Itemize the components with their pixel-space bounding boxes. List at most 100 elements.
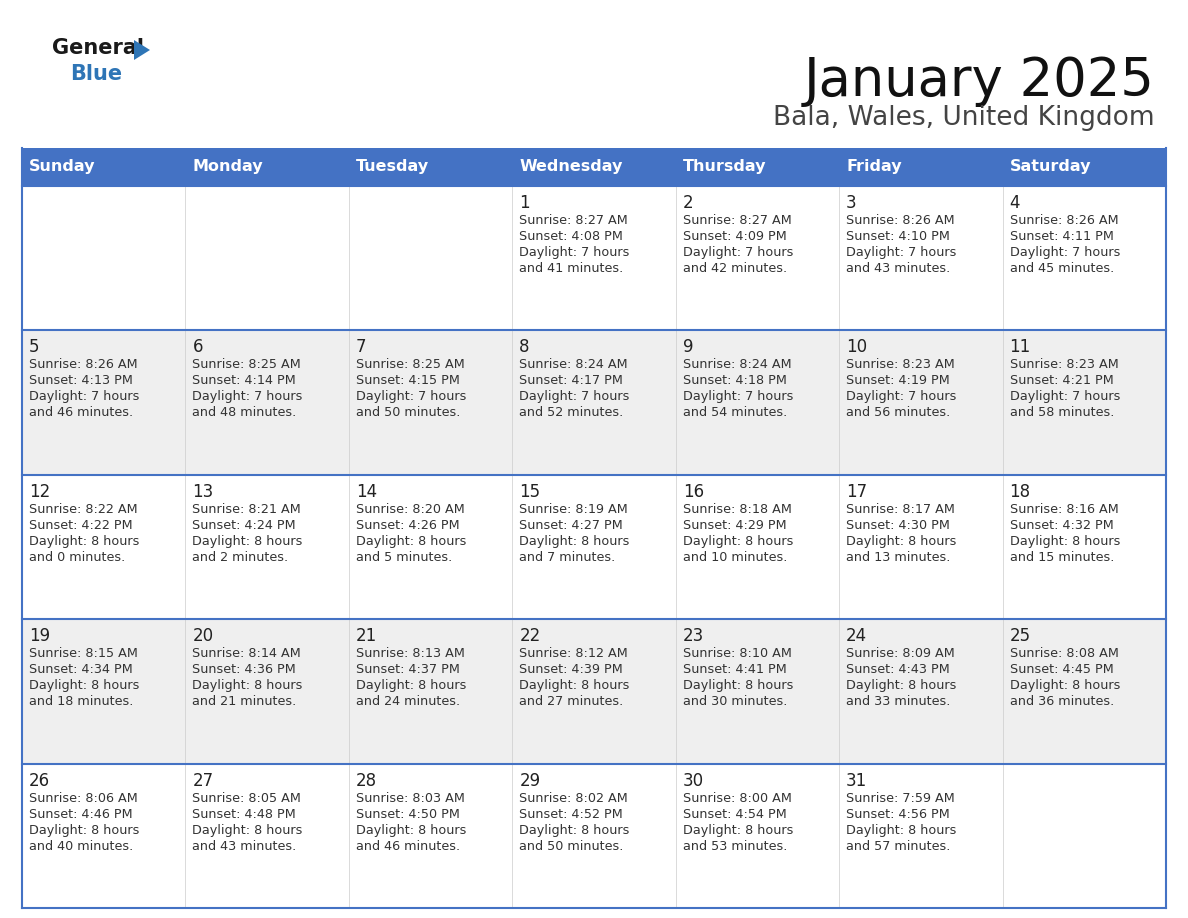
Bar [512,148,676,186]
Text: Sunrise: 8:09 AM: Sunrise: 8:09 AM [846,647,955,660]
Bar [185,186,349,330]
Bar [349,620,512,764]
Text: Daylight: 8 hours: Daylight: 8 hours [356,823,466,836]
Bar [185,620,349,764]
Text: Thursday: Thursday [683,160,766,174]
Text: 1: 1 [519,194,530,212]
Text: and 27 minutes.: and 27 minutes. [519,695,624,708]
Text: 3: 3 [846,194,857,212]
Text: Daylight: 8 hours: Daylight: 8 hours [29,535,139,548]
Text: and 33 minutes.: and 33 minutes. [846,695,950,708]
Text: and 41 minutes.: and 41 minutes. [519,262,624,275]
Text: and 43 minutes.: and 43 minutes. [192,840,297,853]
Text: Daylight: 8 hours: Daylight: 8 hours [683,679,794,692]
Text: Sunset: 4:45 PM: Sunset: 4:45 PM [1010,663,1113,677]
Text: and 0 minutes.: and 0 minutes. [29,551,125,564]
Bar [349,330,512,475]
Text: Sunrise: 8:10 AM: Sunrise: 8:10 AM [683,647,791,660]
Bar [512,475,676,620]
Text: and 5 minutes.: and 5 minutes. [356,551,453,564]
Text: Sunrise: 8:13 AM: Sunrise: 8:13 AM [356,647,465,660]
Text: Sunrise: 8:16 AM: Sunrise: 8:16 AM [1010,503,1118,516]
Text: Daylight: 8 hours: Daylight: 8 hours [29,823,139,836]
Text: Tuesday: Tuesday [356,160,429,174]
Text: Daylight: 8 hours: Daylight: 8 hours [192,679,303,692]
Bar [185,764,349,908]
Bar [349,186,512,330]
Text: Blue: Blue [70,64,122,84]
Text: Sunset: 4:50 PM: Sunset: 4:50 PM [356,808,460,821]
Bar [23,330,185,475]
Text: 26: 26 [29,772,50,789]
Text: Daylight: 8 hours: Daylight: 8 hours [683,535,794,548]
Text: and 18 minutes.: and 18 minutes. [29,695,133,708]
Text: Sunset: 4:36 PM: Sunset: 4:36 PM [192,663,296,677]
Text: 28: 28 [356,772,377,789]
Text: and 46 minutes.: and 46 minutes. [29,407,133,420]
Text: Sunrise: 8:22 AM: Sunrise: 8:22 AM [29,503,138,516]
Text: Sunrise: 8:26 AM: Sunrise: 8:26 AM [1010,214,1118,227]
Text: and 15 minutes.: and 15 minutes. [1010,551,1114,564]
Text: Daylight: 8 hours: Daylight: 8 hours [356,535,466,548]
Text: Sunset: 4:13 PM: Sunset: 4:13 PM [29,375,133,387]
Bar [676,330,839,475]
Text: 12: 12 [29,483,50,501]
Text: Sunrise: 7:59 AM: Sunrise: 7:59 AM [846,791,955,804]
Text: Sunset: 4:32 PM: Sunset: 4:32 PM [1010,519,1113,532]
Bar [1003,148,1165,186]
Bar [676,148,839,186]
Text: and 21 minutes.: and 21 minutes. [192,695,297,708]
Text: and 52 minutes.: and 52 minutes. [519,407,624,420]
Text: Daylight: 8 hours: Daylight: 8 hours [192,535,303,548]
Bar [23,764,185,908]
Bar [839,186,1003,330]
Text: Sunrise: 8:08 AM: Sunrise: 8:08 AM [1010,647,1118,660]
Text: Sunrise: 8:17 AM: Sunrise: 8:17 AM [846,503,955,516]
Text: 27: 27 [192,772,214,789]
Text: Daylight: 8 hours: Daylight: 8 hours [846,535,956,548]
Text: Friday: Friday [846,160,902,174]
Text: Daylight: 8 hours: Daylight: 8 hours [1010,679,1120,692]
Text: Sunset: 4:52 PM: Sunset: 4:52 PM [519,808,623,821]
Text: Sunset: 4:56 PM: Sunset: 4:56 PM [846,808,950,821]
Text: Daylight: 8 hours: Daylight: 8 hours [192,823,303,836]
Text: Daylight: 7 hours: Daylight: 7 hours [356,390,466,403]
Text: 4: 4 [1010,194,1020,212]
Text: 17: 17 [846,483,867,501]
Text: and 46 minutes.: and 46 minutes. [356,840,460,853]
Text: and 54 minutes.: and 54 minutes. [683,407,786,420]
Bar [839,620,1003,764]
Text: Daylight: 7 hours: Daylight: 7 hours [846,246,956,259]
Text: 2: 2 [683,194,694,212]
Text: 22: 22 [519,627,541,645]
Text: Daylight: 7 hours: Daylight: 7 hours [29,390,139,403]
Text: January 2025: January 2025 [804,55,1155,107]
Bar [23,148,185,186]
Bar [185,330,349,475]
Text: Daylight: 8 hours: Daylight: 8 hours [683,823,794,836]
Bar [1003,475,1165,620]
Text: Sunset: 4:46 PM: Sunset: 4:46 PM [29,808,133,821]
Bar [349,148,512,186]
Text: and 58 minutes.: and 58 minutes. [1010,407,1114,420]
Text: Daylight: 7 hours: Daylight: 7 hours [519,390,630,403]
Text: Daylight: 7 hours: Daylight: 7 hours [192,390,303,403]
Text: Sunrise: 8:24 AM: Sunrise: 8:24 AM [683,358,791,372]
Text: Sunset: 4:34 PM: Sunset: 4:34 PM [29,663,133,677]
Text: Sunrise: 8:26 AM: Sunrise: 8:26 AM [29,358,138,372]
Text: Sunset: 4:21 PM: Sunset: 4:21 PM [1010,375,1113,387]
Text: Sunrise: 8:27 AM: Sunrise: 8:27 AM [683,214,791,227]
Text: Daylight: 8 hours: Daylight: 8 hours [846,823,956,836]
Text: Daylight: 7 hours: Daylight: 7 hours [683,246,794,259]
Text: Sunrise: 8:23 AM: Sunrise: 8:23 AM [1010,358,1118,372]
Text: 8: 8 [519,339,530,356]
Polygon shape [134,40,150,60]
Text: Sunset: 4:43 PM: Sunset: 4:43 PM [846,663,950,677]
Text: Daylight: 7 hours: Daylight: 7 hours [1010,390,1120,403]
Bar [23,475,185,620]
Text: Sunset: 4:08 PM: Sunset: 4:08 PM [519,230,624,243]
Bar [676,620,839,764]
Text: and 36 minutes.: and 36 minutes. [1010,695,1114,708]
Text: Sunrise: 8:25 AM: Sunrise: 8:25 AM [356,358,465,372]
Text: 5: 5 [29,339,39,356]
